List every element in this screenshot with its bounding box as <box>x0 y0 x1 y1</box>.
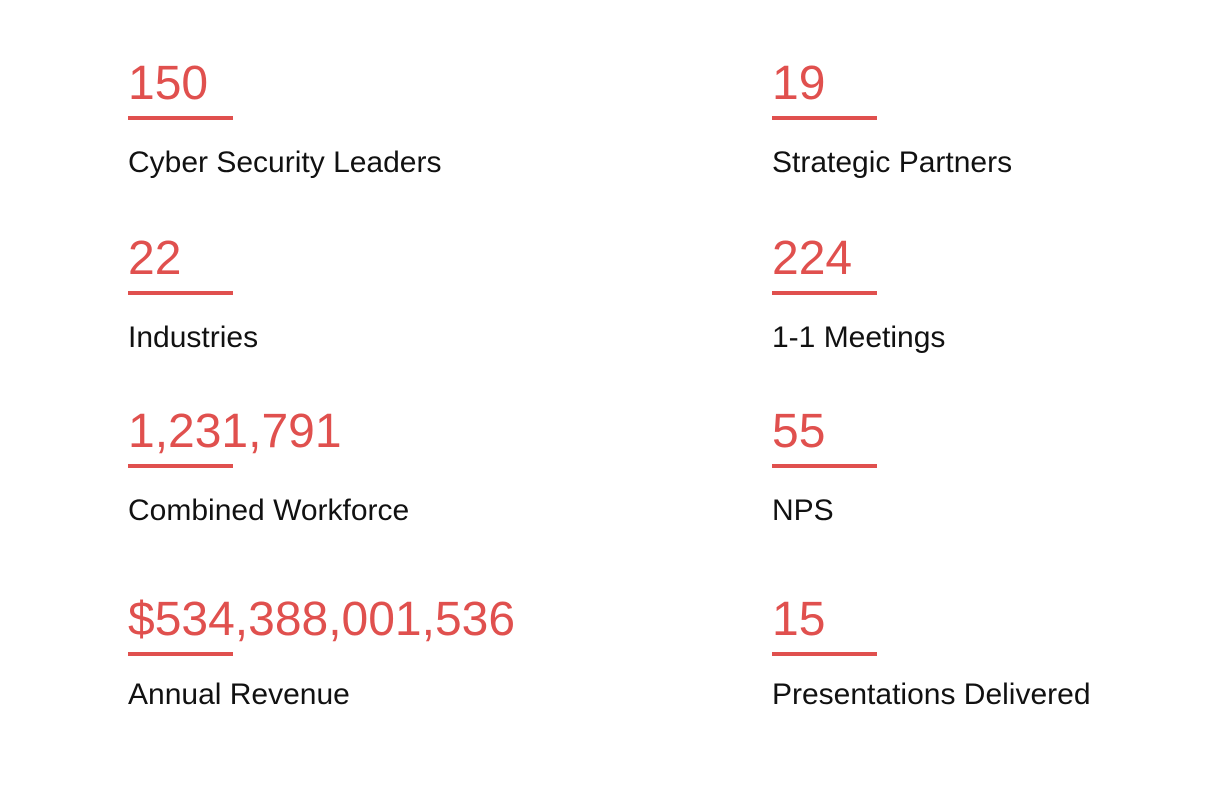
stat-divider <box>128 464 233 468</box>
stat-label: NPS <box>772 494 834 527</box>
stat-divider <box>128 116 233 120</box>
stat-value: 150 <box>128 57 209 110</box>
stat-label: Combined Workforce <box>128 494 410 527</box>
stat-label: Industries <box>128 321 259 354</box>
stat-label: Presentations Delivered <box>772 678 1091 711</box>
stat-divider <box>128 291 233 295</box>
stat-value: 19 <box>772 57 826 110</box>
stat-value: 55 <box>772 405 826 458</box>
stat-value: 15 <box>772 593 826 646</box>
stat-value: 1,231,791 <box>128 405 342 458</box>
stat-value: 224 <box>772 232 853 285</box>
stat-value: $534,388,001,536 <box>128 593 516 646</box>
stat-divider <box>772 652 877 656</box>
stat-value: 22 <box>128 232 182 285</box>
stat-divider <box>128 652 233 656</box>
stat-label: 1-1 Meetings <box>772 321 946 354</box>
stat-divider <box>772 464 877 468</box>
stat-label: Cyber Security Leaders <box>128 146 442 179</box>
stat-label: Annual Revenue <box>128 678 350 711</box>
stat-divider <box>772 291 877 295</box>
stat-divider <box>772 116 877 120</box>
stat-label: Strategic Partners <box>772 146 1013 179</box>
